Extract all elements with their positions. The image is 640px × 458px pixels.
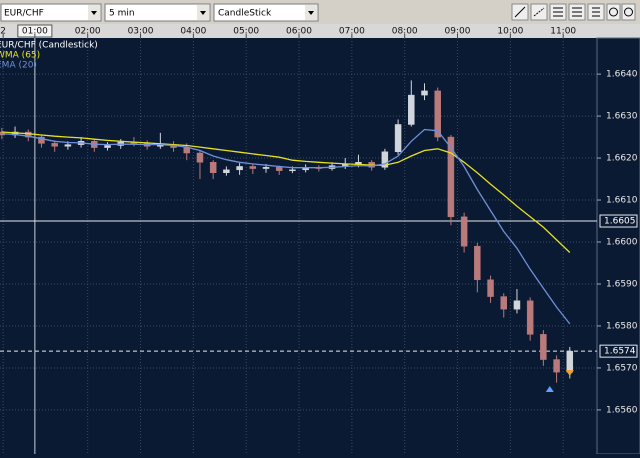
x-tick-label: 05:00 <box>233 27 259 37</box>
icon <box>514 6 526 18</box>
dropdown-arrow <box>91 11 97 15</box>
marker-up <box>545 386 554 392</box>
symbol: EUR/CHF <box>4 9 44 19</box>
dropdown-box <box>213 3 319 22</box>
chart-type: CandleStick <box>218 9 272 19</box>
y-tick-label: 1.6580 <box>606 321 638 331</box>
y-tick-label: 1.6600 <box>606 238 638 248</box>
chart-type-dropdown[interactable]: CandleStick <box>213 3 319 22</box>
help-button[interactable] <box>621 3 636 21</box>
symbol-dropdown[interactable]: EUR/CHF <box>0 3 102 22</box>
dropdown-arrow <box>308 11 314 15</box>
plot-area <box>0 38 597 454</box>
candle-body <box>474 245 481 281</box>
y-tick-label: 1.6620 <box>606 154 638 164</box>
legend-entry: EUR/CHF (Candlestick) <box>0 41 98 51</box>
icon <box>592 7 600 17</box>
x-tick-label: 02:00 <box>75 27 101 37</box>
candle-body <box>262 167 270 169</box>
toolbar-icons <box>511 3 636 21</box>
candle-body <box>421 90 428 96</box>
icon <box>609 7 618 17</box>
legend-entry: WMA (65) <box>0 51 40 61</box>
x-tick-label: 11:00 <box>550 27 576 37</box>
candle-body <box>223 169 230 173</box>
indicator-line <box>1 131 571 253</box>
x-tick-label: 01:00 <box>22 27 48 37</box>
y-tick-label: 1.6560 <box>606 405 638 415</box>
candle-body <box>209 162 217 173</box>
dropdown-arrow <box>200 11 206 15</box>
candle-body <box>104 145 111 148</box>
candle-body <box>408 94 415 125</box>
interval: 5 min <box>109 9 135 19</box>
x-tick-label: 10:00 <box>497 27 523 37</box>
dropdown-box <box>104 3 211 22</box>
y-tick-label: 1.6570 <box>606 363 638 373</box>
indicator-line <box>1 128 571 325</box>
price-label-box <box>599 344 638 358</box>
candle-body <box>460 216 468 247</box>
icon <box>553 7 563 17</box>
candle-body <box>500 296 508 310</box>
candle-body <box>275 167 283 171</box>
candle-body <box>289 169 296 172</box>
timer-button[interactable] <box>606 3 621 21</box>
x-tick-label: 09:00 <box>445 27 471 37</box>
candle-body <box>447 136 455 218</box>
icon <box>533 7 545 17</box>
plot-layer: 2 01:00 02:00 03:00 04:00 05:00 06:00 07:00 08:0… <box>0 24 638 454</box>
x-tick-label: 07:00 <box>339 27 365 37</box>
x-tick-label: 04:00 <box>180 27 206 37</box>
candle-body <box>183 147 191 154</box>
y-tick-label: 1.6590 <box>606 279 638 289</box>
candle-body <box>236 166 243 171</box>
candle-body <box>249 166 257 169</box>
candle-body <box>553 359 560 373</box>
legend-entry: EMA (20) <box>0 61 37 71</box>
candle-body <box>381 151 389 168</box>
interval-dropdown[interactable]: 5 min <box>104 3 211 22</box>
price-axis <box>596 37 640 455</box>
x-tick-label: 06:00 <box>286 27 312 37</box>
candle-body <box>394 124 402 153</box>
candle-body <box>434 90 441 138</box>
candle-body <box>196 152 204 163</box>
candle-body <box>64 144 72 147</box>
x-tick-label: 2 <box>0 27 6 37</box>
candle-body <box>513 300 521 310</box>
icon <box>624 7 633 17</box>
marker-down <box>565 370 574 376</box>
candle-body <box>38 136 45 144</box>
dropdown-box <box>0 3 102 22</box>
x-tick-label: 08:00 <box>392 27 418 37</box>
price-line-label: 1.6605 <box>604 217 636 227</box>
candle-body <box>540 334 547 360</box>
candle-body <box>526 300 534 335</box>
candle-body <box>51 143 58 147</box>
icon <box>572 7 582 17</box>
y-tick-label: 1.6640 <box>606 70 638 80</box>
y-tick-label: 1.6630 <box>606 112 638 122</box>
y-tick-label: 1.6610 <box>606 196 638 206</box>
time-axis <box>0 24 640 38</box>
candle-body <box>566 350 574 373</box>
candle-body <box>487 279 494 297</box>
x-tick-label: 03:00 <box>128 27 154 37</box>
price-label-box <box>599 214 638 228</box>
price-line-label: 1.6574 <box>604 347 636 357</box>
